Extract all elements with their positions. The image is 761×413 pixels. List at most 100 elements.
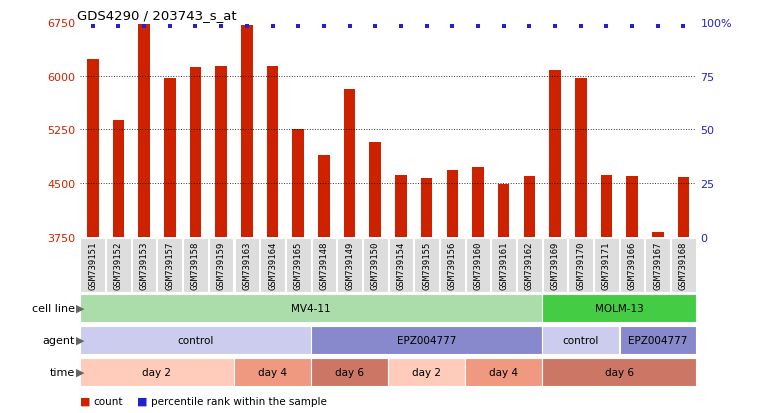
FancyBboxPatch shape — [311, 358, 388, 386]
Text: ▶: ▶ — [76, 367, 84, 377]
Text: GSM739171: GSM739171 — [602, 241, 611, 289]
FancyBboxPatch shape — [492, 238, 516, 292]
Text: ■: ■ — [137, 396, 148, 406]
Text: GSM739149: GSM739149 — [345, 241, 354, 289]
FancyBboxPatch shape — [337, 238, 362, 292]
Text: GSM739158: GSM739158 — [191, 241, 200, 289]
Text: GSM739152: GSM739152 — [114, 241, 123, 289]
FancyBboxPatch shape — [543, 358, 696, 386]
Text: MV4-11: MV4-11 — [291, 303, 331, 313]
FancyBboxPatch shape — [260, 238, 285, 292]
Bar — [318, 155, 330, 237]
Bar — [421, 179, 432, 237]
FancyBboxPatch shape — [363, 238, 387, 292]
Bar — [164, 79, 176, 237]
Bar — [447, 171, 458, 237]
Text: ▶: ▶ — [76, 303, 84, 313]
Text: GSM739150: GSM739150 — [371, 241, 380, 289]
Text: GSM739169: GSM739169 — [550, 241, 559, 289]
Text: time: time — [49, 367, 75, 377]
Text: GSM739165: GSM739165 — [294, 241, 303, 289]
Text: GSM739156: GSM739156 — [447, 241, 457, 289]
Text: MOLM-13: MOLM-13 — [595, 303, 644, 313]
FancyBboxPatch shape — [388, 358, 465, 386]
FancyBboxPatch shape — [543, 238, 568, 292]
Text: GSM739151: GSM739151 — [88, 241, 97, 289]
FancyBboxPatch shape — [311, 326, 542, 354]
Text: day 4: day 4 — [489, 367, 518, 377]
Bar — [113, 121, 124, 237]
Bar — [652, 233, 664, 237]
Bar — [139, 25, 150, 237]
FancyBboxPatch shape — [414, 238, 439, 292]
Text: GSM739168: GSM739168 — [679, 241, 688, 289]
Bar — [498, 185, 509, 237]
Text: GSM739161: GSM739161 — [499, 241, 508, 289]
FancyBboxPatch shape — [466, 238, 490, 292]
Bar — [678, 178, 689, 237]
Bar — [626, 177, 638, 237]
Bar — [600, 175, 612, 237]
Bar — [292, 130, 304, 237]
FancyBboxPatch shape — [106, 238, 131, 292]
FancyBboxPatch shape — [209, 238, 234, 292]
Bar — [189, 68, 201, 237]
Text: day 6: day 6 — [605, 367, 634, 377]
FancyBboxPatch shape — [286, 238, 310, 292]
Text: day 2: day 2 — [142, 367, 171, 377]
FancyBboxPatch shape — [440, 238, 465, 292]
Text: ▶: ▶ — [76, 335, 84, 345]
Bar — [395, 175, 406, 237]
Text: GSM739154: GSM739154 — [396, 241, 406, 289]
FancyBboxPatch shape — [311, 238, 336, 292]
Text: GSM739159: GSM739159 — [217, 241, 226, 289]
FancyBboxPatch shape — [568, 238, 593, 292]
Text: count: count — [94, 396, 123, 406]
FancyBboxPatch shape — [619, 326, 696, 354]
Text: cell line: cell line — [32, 303, 75, 313]
FancyBboxPatch shape — [80, 326, 310, 354]
Text: control: control — [562, 335, 599, 345]
FancyBboxPatch shape — [619, 238, 645, 292]
Text: GSM739157: GSM739157 — [165, 241, 174, 289]
Bar — [344, 89, 355, 237]
Text: GSM739162: GSM739162 — [525, 241, 534, 289]
FancyBboxPatch shape — [158, 238, 182, 292]
FancyBboxPatch shape — [389, 238, 413, 292]
FancyBboxPatch shape — [671, 238, 696, 292]
Bar — [473, 168, 484, 237]
Text: EPZ004777: EPZ004777 — [628, 335, 687, 345]
Bar — [524, 177, 535, 237]
FancyBboxPatch shape — [234, 358, 310, 386]
Text: GSM739170: GSM739170 — [576, 241, 585, 289]
FancyBboxPatch shape — [183, 238, 208, 292]
Text: GSM739153: GSM739153 — [139, 241, 148, 289]
Text: GSM739164: GSM739164 — [268, 241, 277, 289]
Text: day 4: day 4 — [258, 367, 287, 377]
Text: day 6: day 6 — [335, 367, 364, 377]
FancyBboxPatch shape — [645, 238, 670, 292]
Text: agent: agent — [43, 335, 75, 345]
Text: EPZ004777: EPZ004777 — [397, 335, 457, 345]
Text: control: control — [177, 335, 214, 345]
Text: GSM739160: GSM739160 — [473, 241, 482, 289]
FancyBboxPatch shape — [132, 238, 157, 292]
FancyBboxPatch shape — [543, 294, 696, 323]
Text: GSM739148: GSM739148 — [320, 241, 329, 289]
Bar — [87, 60, 98, 237]
FancyBboxPatch shape — [517, 238, 542, 292]
FancyBboxPatch shape — [543, 326, 619, 354]
FancyBboxPatch shape — [80, 358, 234, 386]
Bar — [267, 66, 279, 237]
Text: GSM739166: GSM739166 — [628, 241, 637, 289]
Bar — [370, 142, 381, 237]
Text: GSM739163: GSM739163 — [242, 241, 251, 289]
FancyBboxPatch shape — [594, 238, 619, 292]
FancyBboxPatch shape — [81, 238, 105, 292]
Text: GDS4290 / 203743_s_at: GDS4290 / 203743_s_at — [77, 9, 237, 21]
Text: GSM739155: GSM739155 — [422, 241, 431, 289]
Text: day 2: day 2 — [412, 367, 441, 377]
Bar — [215, 67, 227, 237]
Text: percentile rank within the sample: percentile rank within the sample — [151, 396, 326, 406]
Text: ■: ■ — [80, 396, 91, 406]
